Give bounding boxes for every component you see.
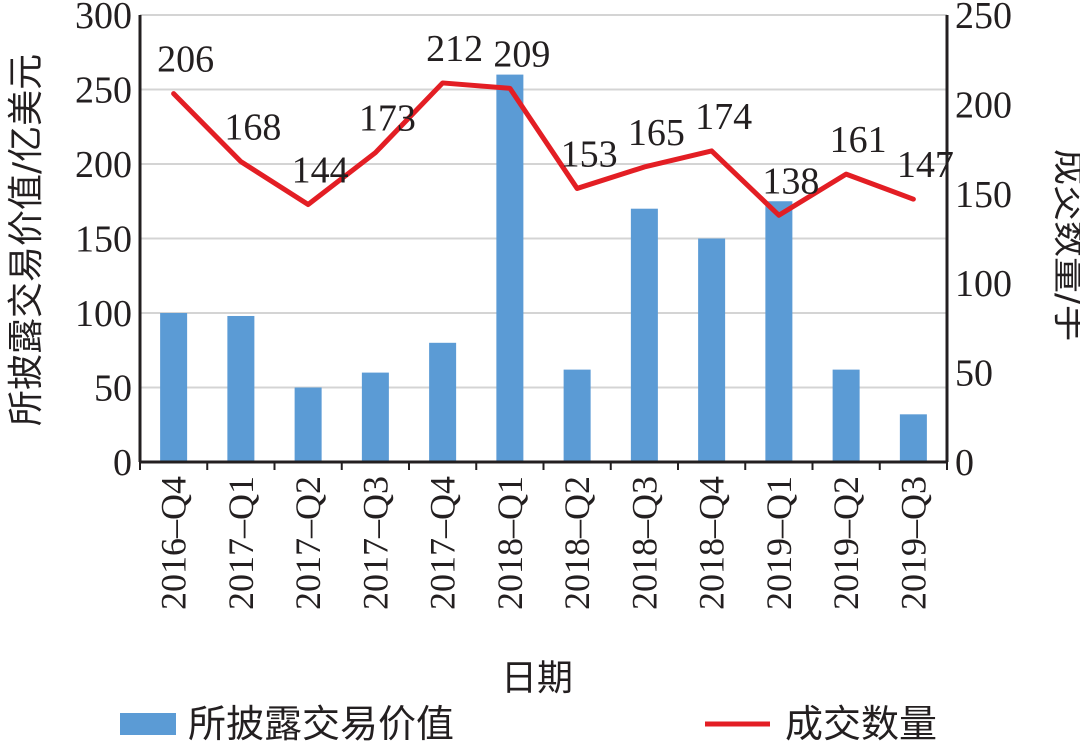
legend: 所披露交易价值 成交数量: [120, 702, 937, 746]
y-tick-label: 250: [75, 70, 132, 112]
bar: [227, 315, 255, 462]
category-label: 2017–Q1: [221, 476, 261, 610]
data-label: 147: [897, 144, 954, 186]
bar: [899, 414, 927, 462]
data-label: 206: [157, 39, 214, 81]
y-tick-label: 50: [94, 368, 132, 410]
bar: [361, 372, 389, 462]
y-axis-title: 所披露交易价值/亿美元: [6, 54, 47, 426]
legend-label-line: 成交数量: [785, 702, 937, 746]
category-label: 2017–Q4: [423, 476, 463, 610]
bar: [765, 201, 793, 462]
right-axis-ticks: 0 50 100 150 200 250: [955, 0, 1012, 484]
y2-tick-label: 150: [955, 174, 1012, 216]
bar: [496, 74, 524, 462]
left-axis-ticks: 0 50 100 150 200 250 300: [75, 0, 132, 484]
bar: [429, 342, 457, 462]
y2-tick-label: 250: [955, 0, 1012, 37]
category-label: 2016–Q4: [154, 476, 194, 610]
data-label: 153: [561, 133, 618, 175]
line-path: [171, 80, 916, 218]
bar-series: [160, 74, 927, 462]
data-label: 168: [224, 107, 281, 149]
y-tick-label: 100: [75, 293, 132, 335]
category-label: 2019–Q2: [826, 476, 866, 610]
category-label: 2018–Q1: [490, 476, 530, 610]
data-label: 161: [830, 119, 887, 161]
y2-axis-title: 成交数量/手: [1049, 149, 1080, 341]
y2-tick-label: 0: [955, 442, 974, 484]
bar: [563, 369, 591, 462]
category-label: 2017–Q3: [355, 476, 395, 610]
bar: [160, 313, 188, 462]
y-tick-label: 300: [75, 0, 132, 37]
category-label: 2018–Q2: [557, 476, 597, 610]
legend-label-bar: 所披露交易价值: [188, 702, 454, 746]
x-axis-title: 日期: [501, 658, 573, 699]
data-label: 144: [292, 150, 349, 192]
y-tick-label: 0: [113, 442, 132, 484]
category-label: 2019–Q3: [893, 476, 933, 610]
bar: [294, 387, 322, 462]
data-label: 138: [762, 160, 819, 202]
data-label: 209: [493, 33, 550, 75]
data-label: 174: [695, 96, 752, 138]
y-tick-label: 200: [75, 144, 132, 186]
plot-frame: [138, 15, 949, 470]
y2-tick-label: 200: [955, 84, 1012, 126]
bar: [630, 208, 658, 462]
bar: [698, 238, 726, 462]
category-label: 2018–Q4: [692, 476, 732, 610]
y2-tick-label: 100: [955, 263, 1012, 305]
y-tick-label: 150: [75, 219, 132, 261]
data-label: 212: [426, 28, 483, 70]
category-axis-ticks: 2016–Q4 2017–Q1 2017–Q2 2017–Q3 2017–Q4 2018–…: [154, 476, 934, 610]
data-label: 173: [359, 98, 416, 140]
data-label: 165: [628, 112, 685, 154]
legend-swatch-bar: [120, 713, 176, 735]
y2-tick-label: 50: [955, 353, 993, 395]
line-series: [171, 80, 916, 218]
grid-lines: [140, 14, 947, 463]
category-label: 2019–Q1: [759, 476, 799, 610]
bar: [832, 369, 860, 462]
category-label: 2017–Q2: [288, 476, 328, 610]
category-label: 2018–Q3: [624, 476, 664, 610]
